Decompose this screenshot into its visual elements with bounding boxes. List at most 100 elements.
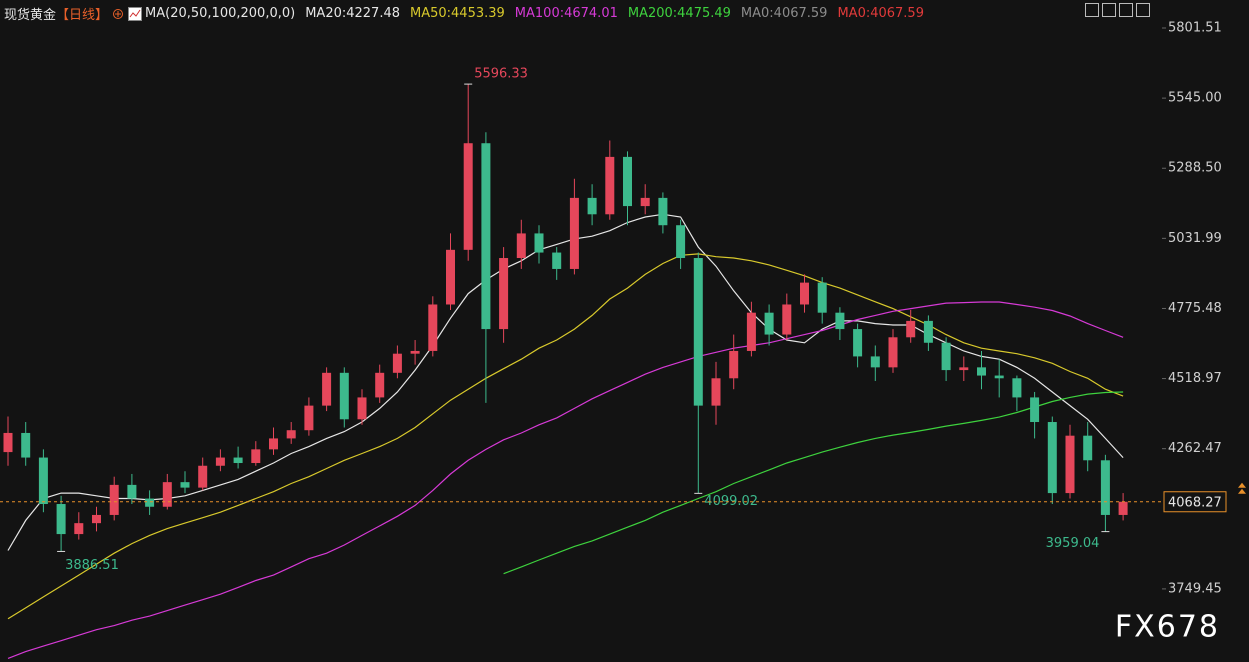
- candle-body: [853, 329, 863, 357]
- y-tick-label: 4775.48: [1168, 301, 1222, 316]
- last-price-arrow: [1238, 482, 1246, 494]
- candle-body: [623, 156, 632, 207]
- candle-body: [835, 312, 845, 330]
- legend-item: MA100:4674.01: [514, 6, 618, 21]
- candle-body: [21, 432, 31, 458]
- y-tick-label: 5288.50: [1168, 161, 1222, 176]
- ma-line: [7, 213, 1124, 551]
- candle-body: [676, 225, 686, 259]
- candle-body: [923, 320, 933, 343]
- candle-body: [233, 457, 243, 464]
- candle-body: [817, 282, 827, 313]
- candle-body: [782, 304, 792, 335]
- period[interactable]: 【日线】: [56, 8, 109, 23]
- legend-item: MA200:4475.49: [627, 6, 731, 21]
- candle-body: [640, 197, 650, 207]
- candle-body: [3, 432, 13, 453]
- ma-line: [7, 253, 1124, 620]
- candle-body: [959, 367, 969, 371]
- candle-body: [800, 282, 809, 305]
- legend-item: MA50:4453.39: [410, 6, 505, 21]
- candle-body: [1030, 397, 1040, 423]
- extreme-label: 4099.02: [704, 494, 758, 509]
- candle-body: [977, 367, 986, 376]
- candle-body: [215, 457, 225, 466]
- candle-body: [1047, 422, 1057, 494]
- watermark: FX678: [1115, 610, 1220, 645]
- candle-body: [145, 498, 155, 507]
- y-tick-label: 5031.99: [1168, 231, 1222, 246]
- crosshair-button[interactable]: [1085, 3, 1099, 17]
- window-button[interactable]: [1136, 3, 1150, 17]
- candle-body: [428, 304, 438, 351]
- extreme-label: 3959.04: [1046, 536, 1100, 551]
- instrument-title: 现货黄金: [4, 8, 57, 23]
- y-tick-label: 5545.00: [1168, 91, 1222, 106]
- candle-body: [534, 233, 544, 253]
- y-tick-label: 4518.97: [1168, 371, 1222, 386]
- candle-body: [941, 342, 951, 371]
- candle-body: [516, 233, 526, 259]
- last-price-label: 4068.27: [1168, 495, 1222, 510]
- grid-button[interactable]: [1102, 3, 1116, 17]
- candle-body: [375, 372, 385, 398]
- candle-body: [463, 143, 473, 250]
- candle-body: [304, 405, 314, 431]
- candle-body: [1065, 435, 1075, 494]
- y-tick-label: 5801.51: [1168, 21, 1222, 36]
- candle-body: [180, 482, 190, 488]
- candle-body: [198, 465, 208, 488]
- candle-body: [906, 320, 916, 338]
- candle-body: [251, 449, 261, 464]
- candle-body: [92, 514, 101, 524]
- candle-body: [109, 484, 119, 515]
- legend-item: MA0:4067.59: [740, 6, 828, 21]
- candle-body: [729, 350, 739, 379]
- candle-body: [587, 197, 597, 215]
- candle-body: [74, 523, 84, 535]
- candle-body: [1118, 501, 1128, 515]
- candle-body: [569, 197, 579, 269]
- candle-body: [711, 378, 721, 406]
- chart-button[interactable]: [1119, 3, 1133, 17]
- indicator-icon[interactable]: [128, 6, 143, 21]
- candle-body: [1012, 378, 1022, 398]
- ma-line: [503, 391, 1124, 575]
- candle-body: [162, 482, 172, 507]
- candle-body: [870, 356, 880, 368]
- candle-body: [357, 397, 367, 420]
- candle-body: [269, 438, 278, 450]
- candle-body: [127, 484, 137, 499]
- add-icon[interactable]: [112, 8, 124, 20]
- candle-body: [339, 372, 349, 420]
- extreme-label: 3886.51: [65, 558, 119, 573]
- legend-item: MA20:4227.48: [305, 6, 400, 21]
- toolbar: [1085, 3, 1150, 17]
- candle-body: [764, 312, 774, 335]
- header: 现货黄金 【日线】 MA(20,50,100,200,0,0) MA20:422…: [4, 4, 934, 23]
- candle-body: [499, 258, 509, 330]
- y-tick-label: 3749.45: [1168, 581, 1222, 596]
- candle-body: [392, 353, 402, 373]
- indicator-label[interactable]: MA(20,50,100,200,0,0): [145, 6, 296, 21]
- candle-body: [888, 337, 898, 368]
- ma-line: [7, 301, 1124, 659]
- extreme-label: 5596.33: [474, 67, 528, 82]
- candle-body: [1100, 460, 1110, 515]
- candle-body: [693, 258, 703, 406]
- candle-body: [746, 312, 756, 351]
- candle-body: [1083, 435, 1093, 461]
- candle-body: [322, 372, 332, 406]
- candle-body: [994, 375, 1004, 379]
- candle-body: [552, 252, 562, 269]
- candle-body: [56, 504, 66, 535]
- candle-body: [286, 430, 296, 439]
- candle-body: [446, 249, 455, 305]
- candle-body: [658, 197, 668, 226]
- last-price-box: [1163, 491, 1227, 513]
- candle-body: [410, 350, 420, 354]
- candle-body: [38, 457, 48, 505]
- y-tick-label: 4262.47: [1168, 441, 1222, 456]
